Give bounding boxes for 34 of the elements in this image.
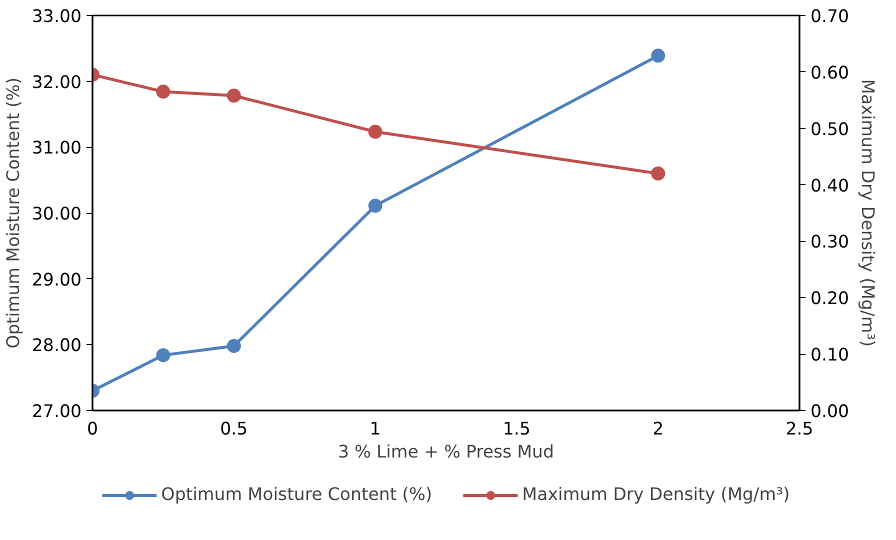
point — [226, 338, 241, 353]
x-tick-label: 0.5 — [220, 420, 248, 440]
x-axis-title: 3 % Lime + % Press Mud — [338, 442, 554, 462]
y-tick-label: 29.00 — [32, 270, 82, 290]
y2-axis-title: Maximum Dry Density (Mg/m³) — [857, 79, 878, 347]
y2-tick-label: 0.70 — [810, 7, 850, 27]
y-tick-label: 30.00 — [32, 204, 82, 224]
x-tick-label: 1.5 — [502, 420, 530, 440]
y-tick-label: 27.00 — [32, 402, 82, 422]
y-tick-label: 28.00 — [32, 336, 82, 356]
y2-tick-label: 0.30 — [810, 232, 850, 253]
y2-tick-label: 0.10 — [810, 346, 850, 366]
legend-label: Optimum Moisture Content (%) — [161, 485, 432, 505]
y2-tick-label: 0.50 — [810, 120, 850, 140]
point — [226, 88, 241, 103]
y-tick-label: 32.00 — [32, 72, 82, 93]
point — [156, 348, 170, 362]
x-tick-label: 1 — [370, 420, 381, 440]
y-tick-label: 33.00 — [32, 7, 82, 27]
x-tick-label: 0 — [86, 420, 98, 440]
point — [368, 198, 382, 213]
y2-tick-label: 0.20 — [810, 289, 850, 310]
y2-tick-label: 0.60 — [810, 63, 850, 84]
point — [156, 84, 170, 99]
x-tick-label: 2.5 — [786, 420, 814, 440]
point — [368, 124, 382, 139]
y2-tick-label: 0.40 — [810, 176, 850, 196]
x-tick-label: 2 — [652, 420, 664, 440]
legend-label: Maximum Dry Density (Mg/m³) — [522, 485, 790, 505]
y-axis-title: Optimum Moisture Content (%) — [4, 77, 24, 348]
point — [651, 48, 666, 63]
point — [651, 166, 666, 180]
y-tick-label: 31.00 — [32, 138, 82, 159]
y2-tick-label: 0.00 — [810, 402, 850, 422]
